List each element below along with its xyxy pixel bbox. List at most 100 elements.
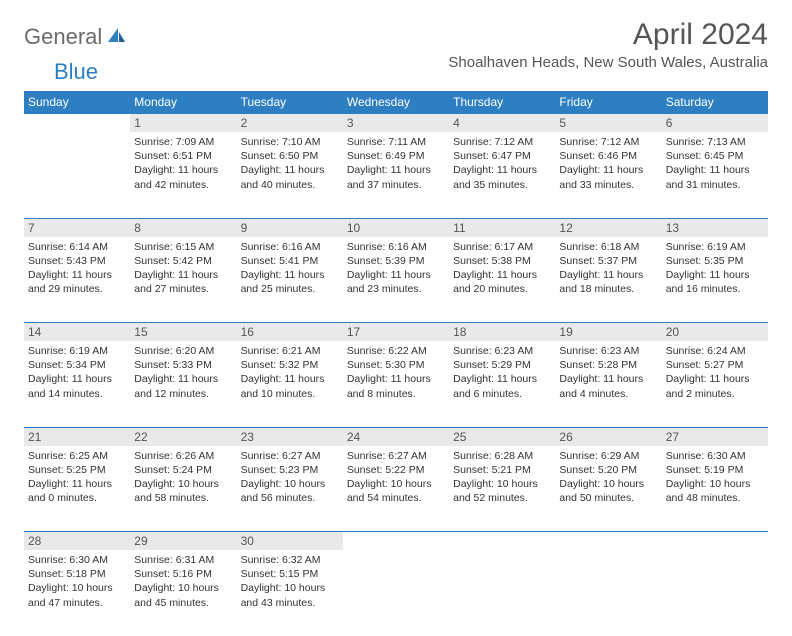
day-content: Sunrise: 6:29 AMSunset: 5:20 PMDaylight:…: [555, 446, 661, 512]
day-number-row: 123456: [24, 114, 768, 133]
day-content: Sunrise: 6:19 AMSunset: 5:35 PMDaylight:…: [662, 237, 768, 303]
day-number-row: 21222324252627: [24, 427, 768, 446]
day-content: Sunrise: 6:20 AMSunset: 5:33 PMDaylight:…: [130, 341, 236, 407]
day-cell: [662, 550, 768, 636]
day-cell: Sunrise: 6:27 AMSunset: 5:23 PMDaylight:…: [237, 446, 343, 532]
day-cell: Sunrise: 6:19 AMSunset: 5:35 PMDaylight:…: [662, 237, 768, 323]
day-cell: Sunrise: 6:16 AMSunset: 5:41 PMDaylight:…: [237, 237, 343, 323]
logo-sail-icon: [106, 26, 126, 49]
weekday-header: Saturday: [662, 91, 768, 114]
day-number: 19: [555, 323, 661, 342]
day-number: 8: [130, 218, 236, 237]
day-number: 1: [130, 114, 236, 133]
day-number: 7: [24, 218, 130, 237]
day-content: Sunrise: 6:16 AMSunset: 5:39 PMDaylight:…: [343, 237, 449, 303]
day-cell: Sunrise: 6:25 AMSunset: 5:25 PMDaylight:…: [24, 446, 130, 532]
day-number: 25: [449, 427, 555, 446]
day-content: Sunrise: 6:24 AMSunset: 5:27 PMDaylight:…: [662, 341, 768, 407]
day-cell: Sunrise: 7:10 AMSunset: 6:50 PMDaylight:…: [237, 132, 343, 218]
weekday-header: Sunday: [24, 91, 130, 114]
calendar-table: SundayMondayTuesdayWednesdayThursdayFrid…: [24, 91, 768, 636]
day-number-row: 282930: [24, 532, 768, 551]
day-cell: Sunrise: 6:30 AMSunset: 5:19 PMDaylight:…: [662, 446, 768, 532]
day-number: 23: [237, 427, 343, 446]
day-number: 12: [555, 218, 661, 237]
day-content: Sunrise: 6:30 AMSunset: 5:18 PMDaylight:…: [24, 550, 130, 616]
day-number: 2: [237, 114, 343, 133]
day-number: 17: [343, 323, 449, 342]
day-content: Sunrise: 6:26 AMSunset: 5:24 PMDaylight:…: [130, 446, 236, 512]
logo: General: [24, 18, 128, 50]
day-number: 30: [237, 532, 343, 551]
day-content: Sunrise: 6:15 AMSunset: 5:42 PMDaylight:…: [130, 237, 236, 303]
day-cell: [449, 550, 555, 636]
day-number: [449, 532, 555, 551]
day-cell: Sunrise: 6:18 AMSunset: 5:37 PMDaylight:…: [555, 237, 661, 323]
day-number-row: 14151617181920: [24, 323, 768, 342]
day-cell: Sunrise: 6:16 AMSunset: 5:39 PMDaylight:…: [343, 237, 449, 323]
day-content: Sunrise: 7:09 AMSunset: 6:51 PMDaylight:…: [130, 132, 236, 198]
day-content: Sunrise: 7:10 AMSunset: 6:50 PMDaylight:…: [237, 132, 343, 198]
day-cell: Sunrise: 6:20 AMSunset: 5:33 PMDaylight:…: [130, 341, 236, 427]
day-content: Sunrise: 6:21 AMSunset: 5:32 PMDaylight:…: [237, 341, 343, 407]
day-number: 6: [662, 114, 768, 133]
day-number: 18: [449, 323, 555, 342]
day-cell: Sunrise: 6:30 AMSunset: 5:18 PMDaylight:…: [24, 550, 130, 636]
day-cell: Sunrise: 6:28 AMSunset: 5:21 PMDaylight:…: [449, 446, 555, 532]
day-number: 4: [449, 114, 555, 133]
weekday-header: Tuesday: [237, 91, 343, 114]
day-cell: Sunrise: 6:22 AMSunset: 5:30 PMDaylight:…: [343, 341, 449, 427]
weekday-header-row: SundayMondayTuesdayWednesdayThursdayFrid…: [24, 91, 768, 114]
day-number: 21: [24, 427, 130, 446]
day-cell: Sunrise: 6:23 AMSunset: 5:29 PMDaylight:…: [449, 341, 555, 427]
day-number: [343, 532, 449, 551]
day-content-row: Sunrise: 7:09 AMSunset: 6:51 PMDaylight:…: [24, 132, 768, 218]
day-cell: Sunrise: 7:13 AMSunset: 6:45 PMDaylight:…: [662, 132, 768, 218]
day-content: Sunrise: 7:12 AMSunset: 6:47 PMDaylight:…: [449, 132, 555, 198]
day-cell: Sunrise: 6:17 AMSunset: 5:38 PMDaylight:…: [449, 237, 555, 323]
day-cell: Sunrise: 7:12 AMSunset: 6:47 PMDaylight:…: [449, 132, 555, 218]
day-cell: Sunrise: 6:23 AMSunset: 5:28 PMDaylight:…: [555, 341, 661, 427]
day-content-row: Sunrise: 6:19 AMSunset: 5:34 PMDaylight:…: [24, 341, 768, 427]
day-number: 15: [130, 323, 236, 342]
day-cell: Sunrise: 6:24 AMSunset: 5:27 PMDaylight:…: [662, 341, 768, 427]
day-number: 22: [130, 427, 236, 446]
day-content: Sunrise: 6:23 AMSunset: 5:28 PMDaylight:…: [555, 341, 661, 407]
day-number: 9: [237, 218, 343, 237]
day-content: Sunrise: 6:30 AMSunset: 5:19 PMDaylight:…: [662, 446, 768, 512]
title-block: April 2024 Shoalhaven Heads, New South W…: [448, 18, 768, 71]
day-number: 13: [662, 218, 768, 237]
day-number: 16: [237, 323, 343, 342]
day-number-row: 78910111213: [24, 218, 768, 237]
day-cell: Sunrise: 7:11 AMSunset: 6:49 PMDaylight:…: [343, 132, 449, 218]
logo-text-general: General: [24, 24, 102, 50]
day-content: Sunrise: 6:14 AMSunset: 5:43 PMDaylight:…: [24, 237, 130, 303]
day-cell: Sunrise: 6:32 AMSunset: 5:15 PMDaylight:…: [237, 550, 343, 636]
day-number: [24, 114, 130, 133]
day-content: Sunrise: 6:27 AMSunset: 5:23 PMDaylight:…: [237, 446, 343, 512]
weekday-header: Thursday: [449, 91, 555, 114]
day-cell: Sunrise: 6:19 AMSunset: 5:34 PMDaylight:…: [24, 341, 130, 427]
day-content-row: Sunrise: 6:30 AMSunset: 5:18 PMDaylight:…: [24, 550, 768, 636]
day-number: 24: [343, 427, 449, 446]
day-number: [555, 532, 661, 551]
day-number: 14: [24, 323, 130, 342]
day-number: 5: [555, 114, 661, 133]
day-cell: Sunrise: 7:12 AMSunset: 6:46 PMDaylight:…: [555, 132, 661, 218]
day-number: 29: [130, 532, 236, 551]
day-cell: Sunrise: 6:21 AMSunset: 5:32 PMDaylight:…: [237, 341, 343, 427]
day-cell: Sunrise: 6:26 AMSunset: 5:24 PMDaylight:…: [130, 446, 236, 532]
day-cell: Sunrise: 6:29 AMSunset: 5:20 PMDaylight:…: [555, 446, 661, 532]
day-content: Sunrise: 6:16 AMSunset: 5:41 PMDaylight:…: [237, 237, 343, 303]
day-content: Sunrise: 6:31 AMSunset: 5:16 PMDaylight:…: [130, 550, 236, 616]
weekday-header: Monday: [130, 91, 236, 114]
day-number: [662, 532, 768, 551]
day-content: Sunrise: 6:19 AMSunset: 5:34 PMDaylight:…: [24, 341, 130, 407]
day-content-row: Sunrise: 6:25 AMSunset: 5:25 PMDaylight:…: [24, 446, 768, 532]
day-number: 27: [662, 427, 768, 446]
day-content: Sunrise: 7:12 AMSunset: 6:46 PMDaylight:…: [555, 132, 661, 198]
day-cell: Sunrise: 6:27 AMSunset: 5:22 PMDaylight:…: [343, 446, 449, 532]
logo-text-blue: Blue: [54, 59, 98, 85]
day-content: Sunrise: 7:11 AMSunset: 6:49 PMDaylight:…: [343, 132, 449, 198]
day-cell: [24, 132, 130, 218]
